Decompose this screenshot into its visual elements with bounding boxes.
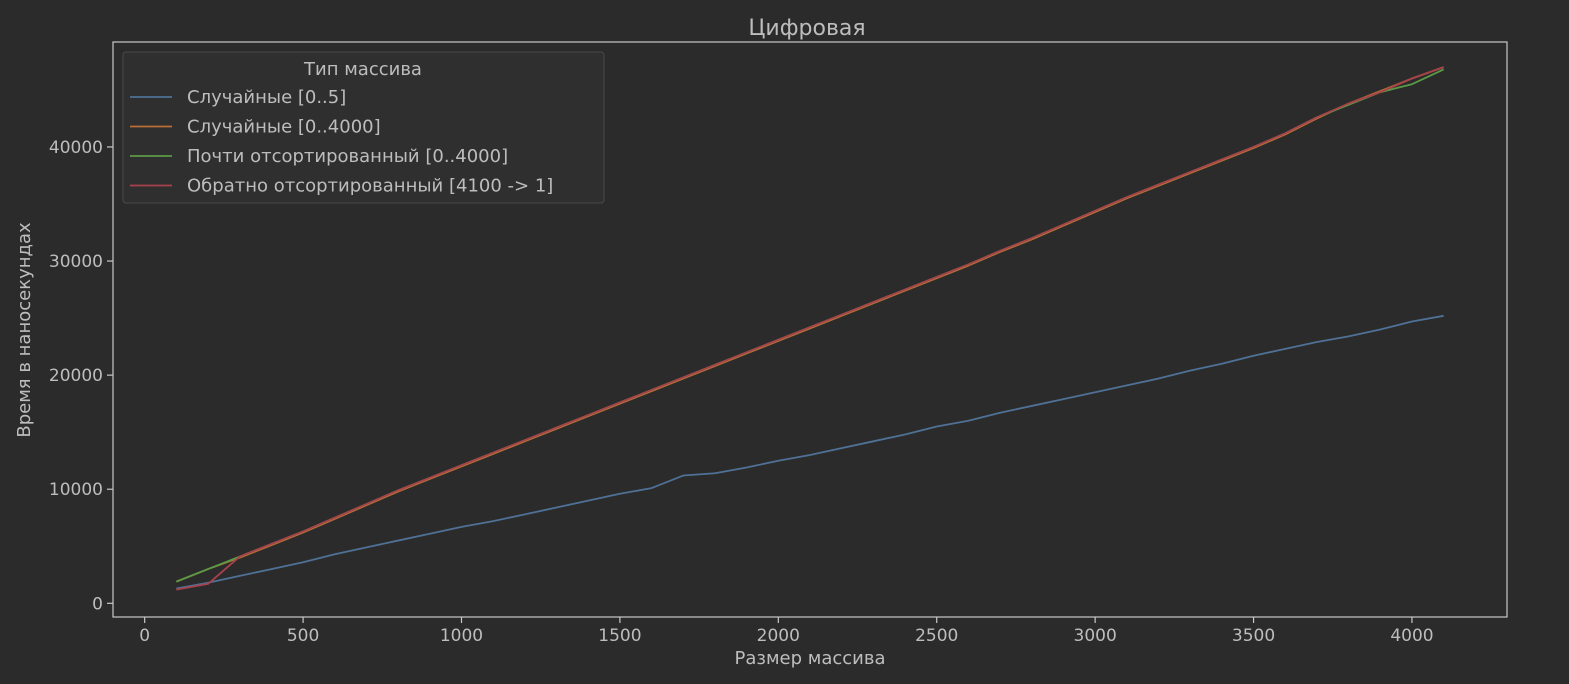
x-axis-label: Размер массива [735, 648, 886, 669]
y-axis-ticks: 0 10000 20000 30000 40000 [49, 138, 113, 614]
legend-label-1: Случайные [0..5] [187, 87, 346, 108]
x-tick-label: 1000 [440, 626, 483, 646]
legend-label-2: Случайные [0..4000] [187, 117, 381, 138]
x-tick-label: 3000 [1074, 626, 1117, 646]
x-tick-label: 4000 [1390, 626, 1433, 646]
y-axis-label: Время в наносекундах [14, 222, 35, 438]
legend-title: Тип массива [303, 59, 422, 80]
plot-area-frame [112, 41, 1508, 618]
series-line-4 [176, 66, 1444, 591]
x-tick-label: 0 [139, 626, 150, 646]
series-lines [176, 66, 1445, 591]
legend-label-4: Обратно отсортированный [4100 -> 1] [187, 176, 553, 197]
legend: Тип массива Случайные [0..5] Случайные [0… [122, 51, 605, 204]
y-tick-label: 40000 [49, 138, 103, 158]
series-line-1 [176, 314, 1444, 590]
y-tick-label: 0 [92, 594, 103, 614]
x-tick-label: 3500 [1232, 626, 1275, 646]
x-tick-label: 2500 [915, 626, 958, 646]
y-tick-label: 30000 [49, 252, 103, 272]
x-tick-label: 500 [287, 626, 319, 646]
y-tick-label: 20000 [49, 366, 103, 386]
legend-label-3: Почти отсортированный [0..4000] [187, 146, 508, 167]
chart-title: Цифровая [748, 16, 865, 41]
series-line-2 [176, 66, 1444, 583]
legend-box [122, 51, 605, 204]
x-tick-label: 2000 [757, 626, 800, 646]
x-tick-label: 1500 [598, 626, 641, 646]
y-tick-label: 10000 [49, 480, 103, 500]
x-axis-ticks: 0 500 1000 1500 2000 2500 3000 3500 4000 [139, 617, 1434, 646]
